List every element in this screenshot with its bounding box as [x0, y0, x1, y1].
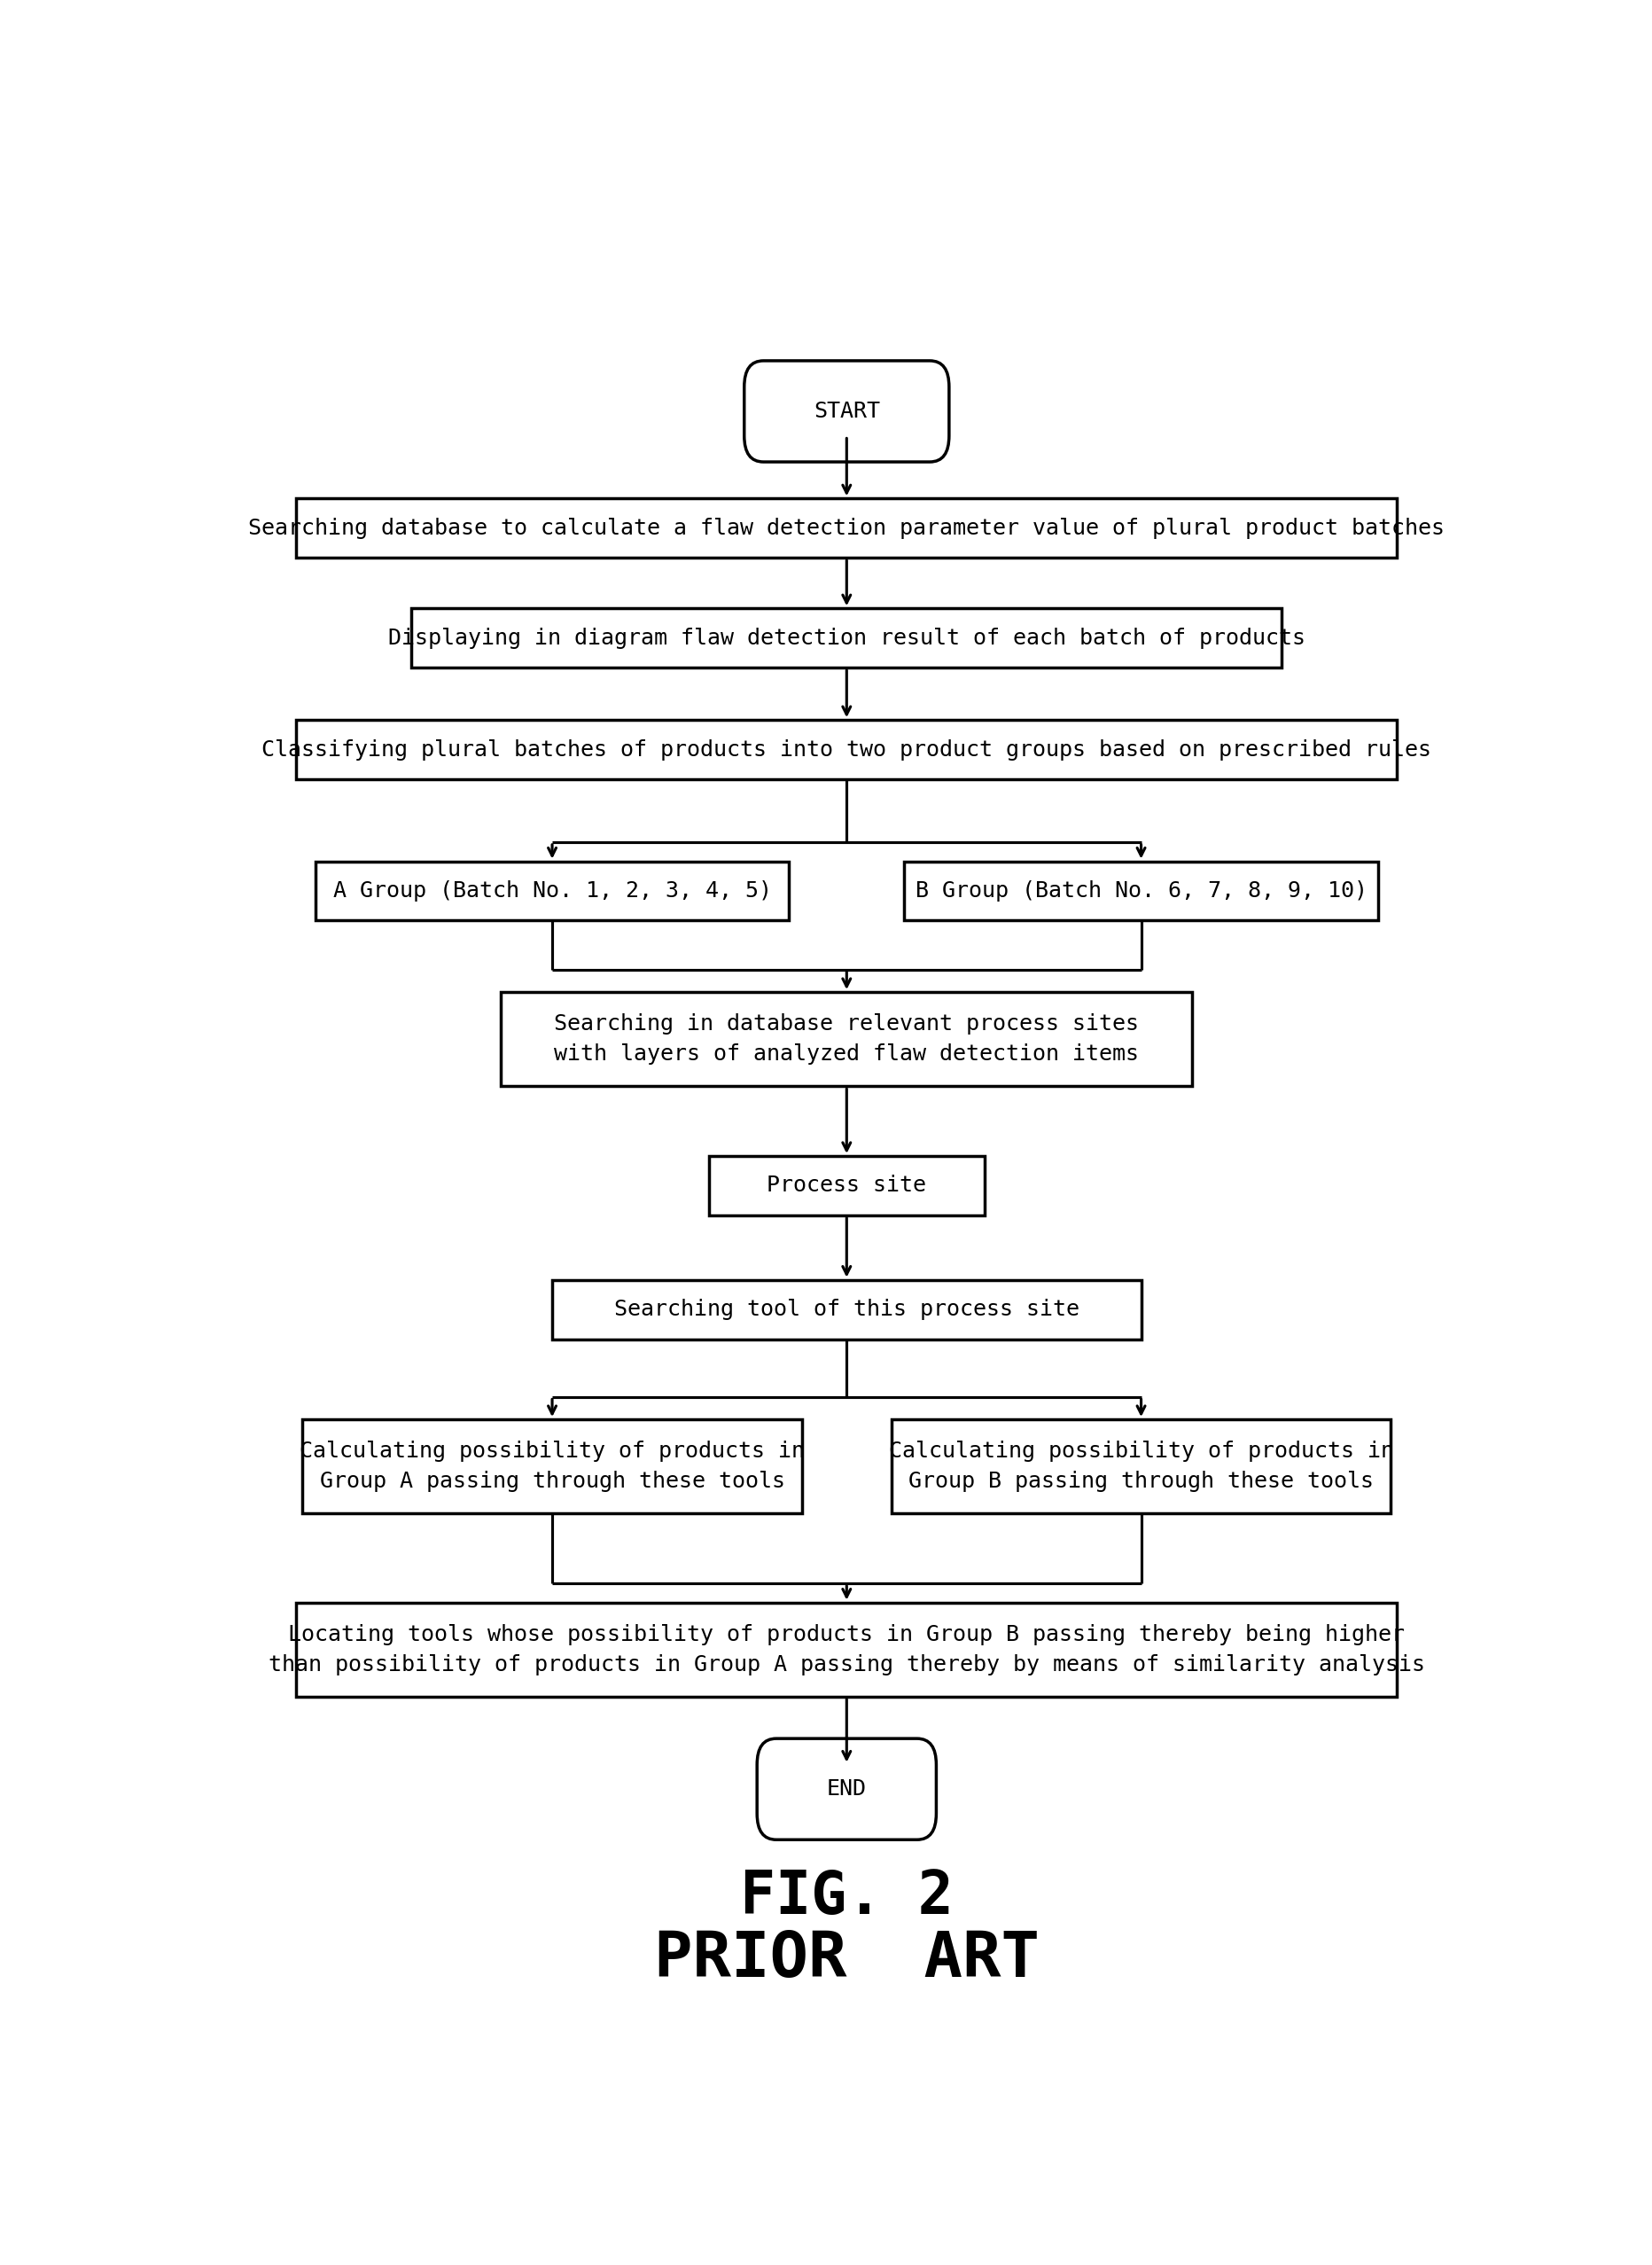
Text: B Group (Batch No. 6, 7, 8, 9, 10): B Group (Batch No. 6, 7, 8, 9, 10) [915, 881, 1368, 901]
Text: Calculating possibility of products in
Group A passing through these tools: Calculating possibility of products in G… [299, 1441, 805, 1493]
Bar [296, 720, 1398, 779]
Bar [296, 1604, 1398, 1696]
FancyBboxPatch shape [745, 360, 948, 462]
Text: Searching database to calculate a flaw detection parameter value of plural produ: Searching database to calculate a flaw d… [248, 516, 1445, 539]
Bar [302, 1420, 801, 1513]
Text: Classifying plural batches of products into two product groups based on prescrib: Classifying plural batches of products i… [261, 738, 1432, 761]
Text: Calculating possibility of products in
Group B passing through these tools: Calculating possibility of products in G… [889, 1441, 1394, 1493]
Bar [296, 498, 1398, 557]
Bar [904, 861, 1378, 920]
Text: END: END [826, 1778, 867, 1801]
Bar [552, 1280, 1142, 1339]
Text: Process site: Process site [767, 1176, 927, 1196]
FancyBboxPatch shape [757, 1740, 937, 1839]
Bar [709, 1155, 985, 1216]
Text: A Group (Batch No. 1, 2, 3, 4, 5): A Group (Batch No. 1, 2, 3, 4, 5) [332, 881, 771, 901]
Bar [892, 1420, 1391, 1513]
Text: Searching in database relevant process sites
with layers of analyzed flaw detect: Searching in database relevant process s… [553, 1015, 1140, 1065]
Text: FIG. 2: FIG. 2 [740, 1869, 953, 1928]
Text: START: START [813, 401, 881, 421]
Bar [411, 609, 1282, 668]
Bar [316, 861, 790, 920]
Text: Searching tool of this process site: Searching tool of this process site [615, 1298, 1079, 1320]
Text: Displaying in diagram flaw detection result of each batch of products: Displaying in diagram flaw detection res… [388, 627, 1305, 648]
Text: Locating tools whose possibility of products in Group B passing thereby being hi: Locating tools whose possibility of prod… [268, 1624, 1426, 1676]
Bar [501, 992, 1193, 1087]
Text: PRIOR  ART: PRIOR ART [654, 1930, 1039, 1991]
